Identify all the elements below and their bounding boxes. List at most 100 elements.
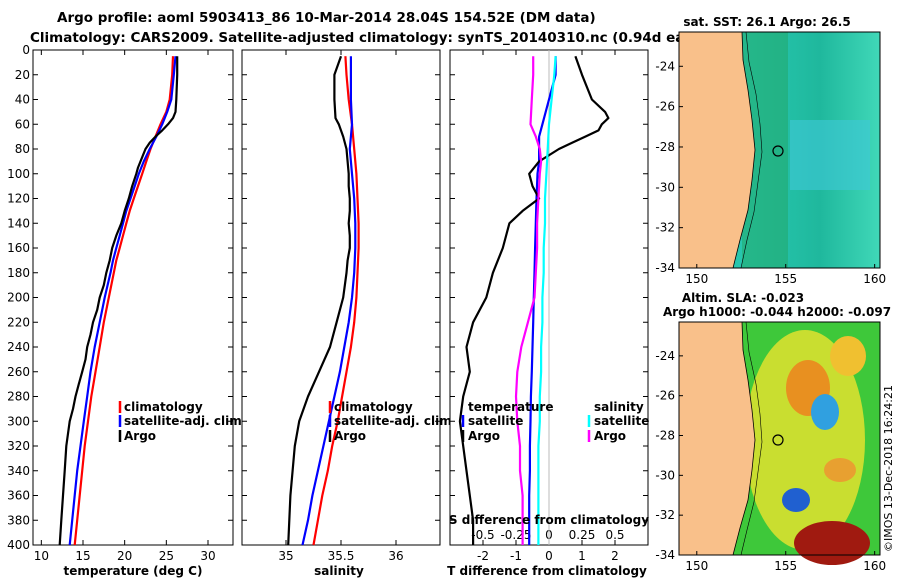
lat-tick-label: -30: [655, 468, 675, 482]
depth-tick-label: 260: [7, 365, 30, 379]
x-tick-label: 35.5: [328, 549, 355, 563]
depth-tick-label: 160: [7, 241, 30, 255]
depth-tick-label: 20: [15, 68, 30, 82]
temperature-axis: 10 15 20 25 30: [34, 50, 216, 563]
difference-depth-ticks: [450, 49, 648, 546]
lat-tick-label: -26: [655, 100, 675, 114]
sst-map: sat. SST: 26.1 Argo: 26.5 150 155 160 -24 -2…: [655, 15, 886, 286]
legend-label-temperature-satellite: satellite: [468, 414, 523, 428]
depth-tick-label: 180: [7, 266, 30, 280]
series-climatology: [73, 56, 175, 546]
x-tick-label: 35: [278, 549, 293, 563]
legend-label-satellite: satellite-adj. clim.: [334, 414, 456, 428]
temperature-panel: 0 20 40 60 80 100 120 140 160 180 200 220 240 260 280 3…: [7, 43, 246, 578]
sst-map-axes: 150 155 160 -24 -26 -28 -30 -32 -34: [655, 59, 886, 286]
salinity-profiles: [287, 55, 360, 546]
sla-low-center: [811, 394, 839, 430]
top-x-tick-label: -0.25: [500, 528, 531, 542]
depth-tick-label: 60: [15, 117, 30, 131]
depth-tick-label: 140: [7, 216, 30, 230]
depth-tick-label: 400: [7, 538, 30, 552]
salinity-difference-axis: -0.5-0.2500.250.5: [471, 528, 625, 545]
legend-label-climatology: climatology: [124, 400, 203, 414]
temperature-difference-label: T difference from climatology: [447, 564, 647, 578]
depth-tick-label: 380: [7, 513, 30, 527]
lat-tick-label: -30: [655, 180, 675, 194]
salinity-panel: 35 35.5 36 salinity climatology satellite-…: [241, 49, 456, 578]
lat-tick-label: -24: [655, 59, 675, 73]
depth-tick-label: 120: [7, 192, 30, 206]
depth-tick-label: 340: [7, 464, 30, 478]
series-climatology: [312, 56, 360, 546]
sla-argo-marker: [772, 434, 784, 446]
series-argo: [58, 56, 179, 546]
salinity-axis: 35 35.5 36: [278, 50, 404, 563]
lon-tick-label: 155: [774, 559, 797, 573]
lat-tick-label: -26: [655, 389, 675, 403]
x-tick-label: 36: [388, 549, 403, 563]
x-tick-label: -1: [510, 549, 522, 563]
x-tick-label: 10: [34, 549, 49, 563]
lat-tick-label: -34: [655, 261, 675, 275]
sla-shelf-contour: [740, 321, 763, 556]
title-line-2: Climatology: CARS2009. Satellite-adjuste…: [30, 30, 722, 46]
salinity-depth-ticks: [242, 49, 440, 546]
depth-tick-label: 240: [7, 340, 30, 354]
depth-tick-label: 360: [7, 489, 30, 503]
legend-label-argo: Argo: [334, 429, 366, 443]
series-temperature-satellite: [528, 56, 557, 545]
depth-tick-label: 100: [7, 167, 30, 181]
legend-label-climatology: climatology: [334, 400, 413, 414]
sst-map-frame: [678, 31, 881, 269]
depth-tick-label: 300: [7, 414, 30, 428]
lat-tick-label: -28: [655, 429, 675, 443]
depth-tick-label: 320: [7, 439, 30, 453]
depth-tick-label: 200: [7, 291, 30, 305]
lon-tick-label: 150: [685, 272, 708, 286]
series-salinity-satellite: [537, 56, 557, 545]
x-tick-label: 2: [611, 549, 619, 563]
lat-tick-label: -32: [655, 221, 675, 235]
lon-tick-label: 150: [685, 559, 708, 573]
legend-label-temperature-argo: Argo: [468, 429, 500, 443]
sst-map-title: sat. SST: 26.1 Argo: 26.5: [683, 15, 850, 29]
series-satellite-adj-clim-: [301, 56, 357, 546]
x-tick-label: 1: [578, 549, 586, 563]
x-tick-label: 0: [545, 549, 553, 563]
legend-label-argo: Argo: [124, 429, 156, 443]
lat-tick-label: -34: [655, 548, 675, 562]
series-satellite-adj-clim-: [68, 56, 177, 546]
salinity-difference-label: S difference from climatology: [449, 513, 649, 527]
sla-map-axes: 150 155 160 -24 -26 -28 -30 -32 -34: [655, 349, 886, 573]
x-tick-label: 30: [200, 549, 215, 563]
sla-low-south: [782, 488, 810, 512]
temperature-legend: climatology satellite-adj. clim. Argo: [118, 400, 246, 443]
lat-tick-label: -32: [655, 508, 675, 522]
depth-tick-label: 80: [15, 142, 30, 156]
sla-high-east: [830, 336, 866, 376]
series-argo: [287, 55, 351, 546]
sst-argo-marker: [772, 145, 784, 157]
x-tick-label: 20: [117, 549, 132, 563]
top-x-tick-label: -0.5: [471, 528, 494, 542]
depth-tick-label: 0: [22, 43, 30, 57]
sla-map-subtitle: Argo h1000: -0.044 h2000: -0.097: [663, 305, 891, 319]
sla-high-south: [794, 521, 870, 565]
difference-profiles: [458, 50, 610, 545]
x-tick-label: 15: [75, 549, 90, 563]
legend-heading-salinity: salinity: [594, 400, 644, 414]
legend-label-salinity-argo: Argo: [594, 429, 626, 443]
legend-heading-temperature: temperature: [468, 400, 553, 414]
sst-cool-patch: [790, 120, 870, 190]
x-tick-label: 25: [159, 549, 174, 563]
top-x-tick-label: 0.5: [605, 528, 624, 542]
lon-tick-label: 160: [863, 559, 886, 573]
title-line-1: Argo profile: aoml 5903413_86 10-Mar-201…: [57, 10, 596, 26]
salinity-axis-label: salinity: [314, 564, 364, 578]
depth-tick-label: 220: [7, 315, 30, 329]
sst-shelf-contour: [740, 31, 763, 269]
series-temperature-argo: [458, 55, 610, 545]
sla-yellow-band: [745, 330, 865, 550]
depth-tick-label: 280: [7, 390, 30, 404]
